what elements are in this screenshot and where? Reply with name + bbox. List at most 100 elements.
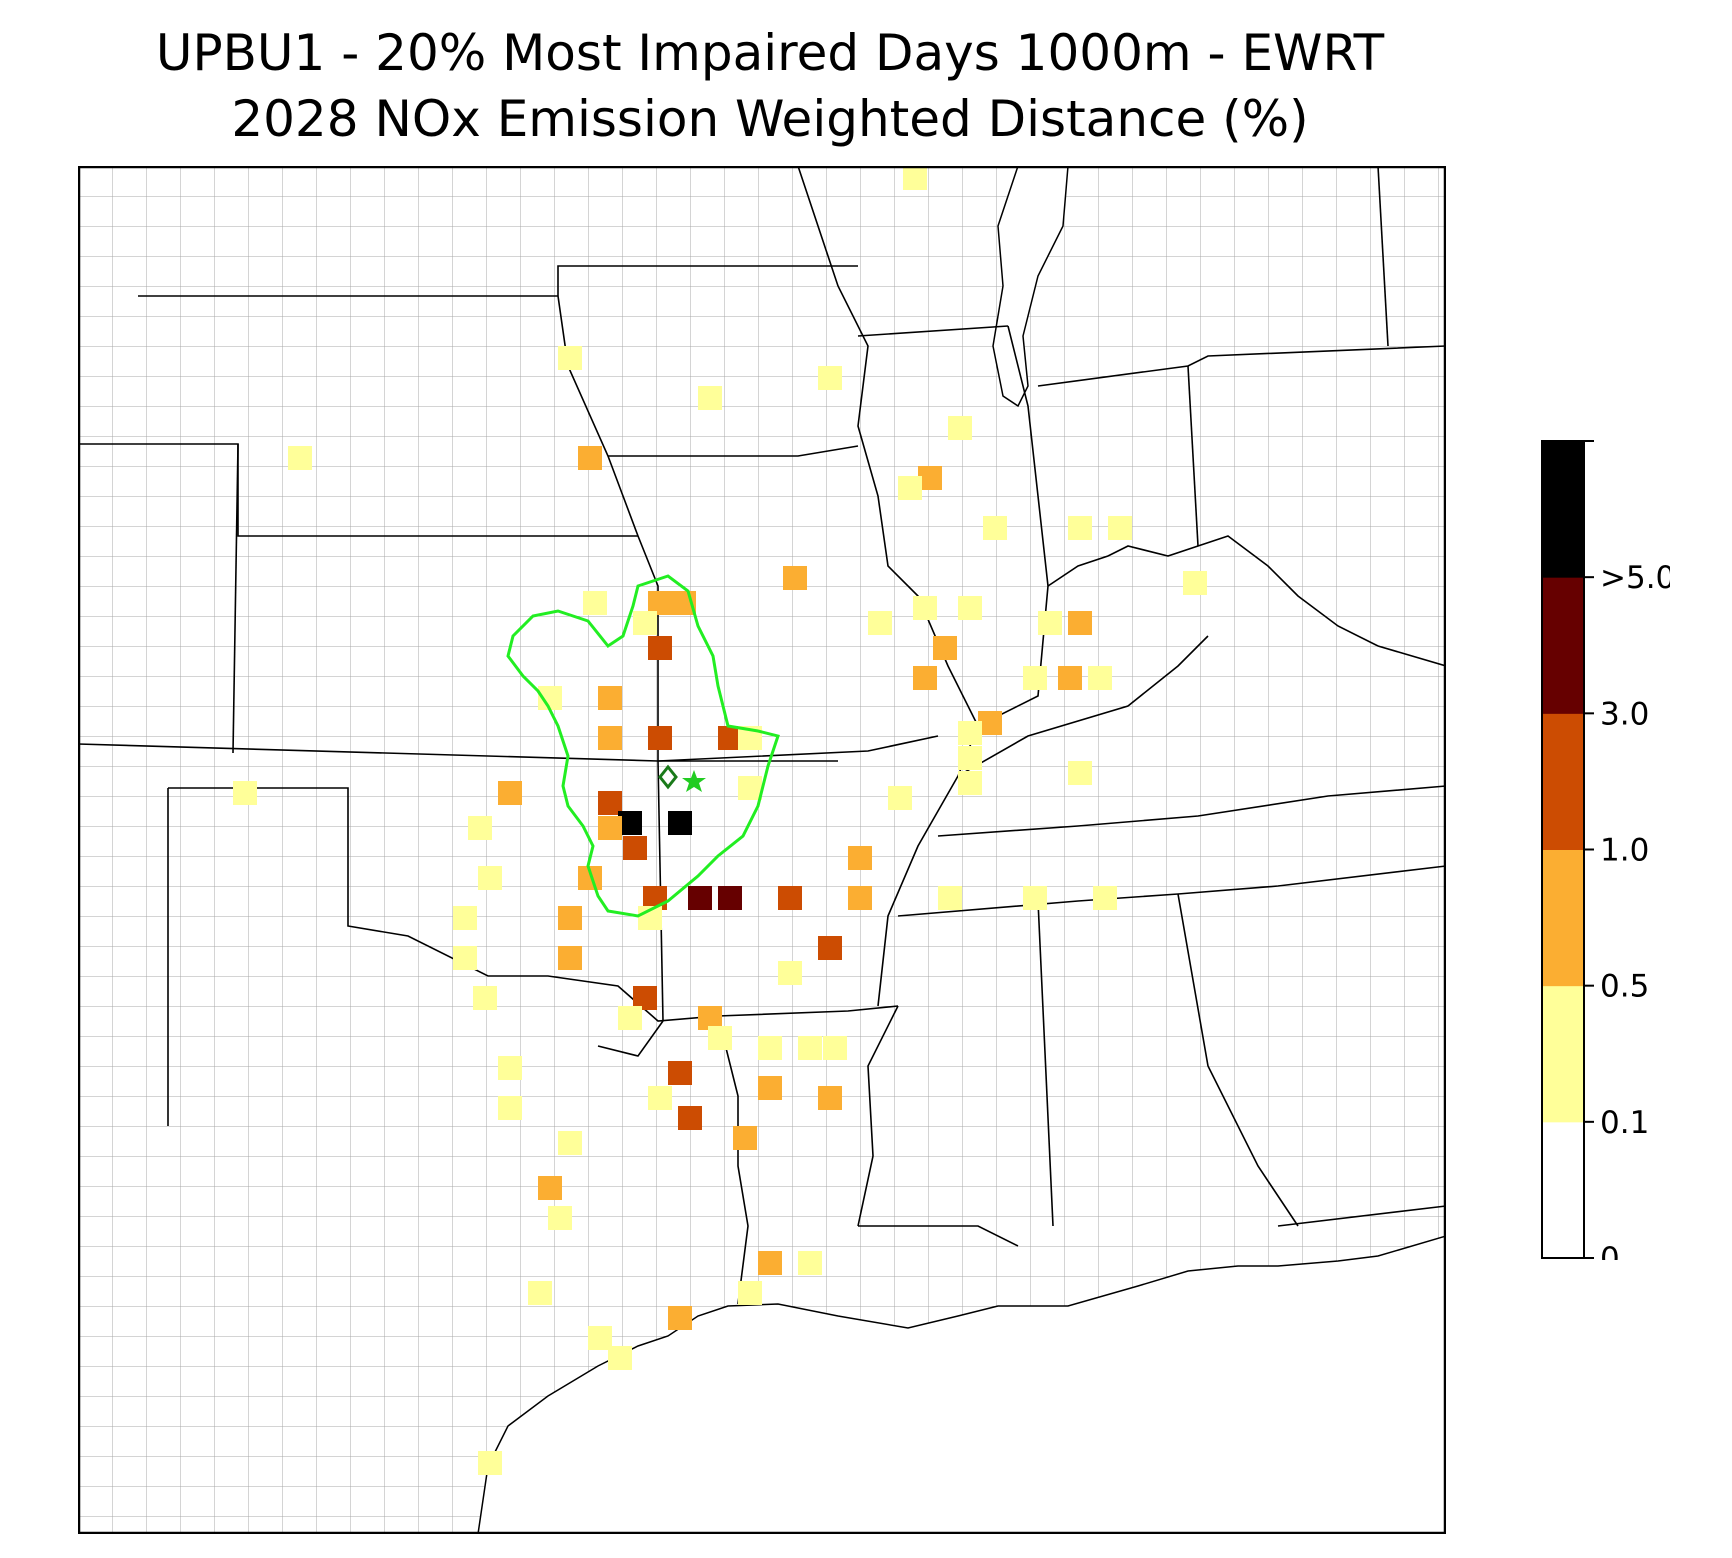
emission-cell xyxy=(778,886,802,910)
emission-cell xyxy=(733,1126,757,1150)
colorbar-tick-label: 0.1 xyxy=(1600,1105,1649,1141)
gulf-of-mexico xyxy=(477,1235,1446,1534)
colorbar-bin xyxy=(1542,985,1584,1123)
emission-cell xyxy=(758,1036,782,1060)
emission-cell xyxy=(1038,611,1062,635)
emission-cell xyxy=(958,771,982,795)
emission-cell xyxy=(903,166,927,190)
emission-cell xyxy=(1068,761,1092,785)
emission-cell xyxy=(758,1076,782,1100)
emission-cell xyxy=(478,866,502,890)
emission-cell xyxy=(1183,571,1207,595)
emission-cell xyxy=(888,786,912,810)
emission-cell xyxy=(558,346,582,370)
colorbar-bin xyxy=(1542,1121,1584,1259)
emission-cell xyxy=(798,1251,822,1275)
emission-cell xyxy=(233,781,257,805)
colorbar-ticks: 0 0.1 0.5 1.0 3.0 >5.0 xyxy=(1584,440,1675,1277)
emission-cell xyxy=(618,1006,642,1030)
emission-cell xyxy=(498,1056,522,1080)
map-title-line-1: UPBU1 - 20% Most Impaired Days 1000m - E… xyxy=(155,24,1385,82)
emission-cell xyxy=(498,1096,522,1120)
emission-cell xyxy=(738,776,762,800)
emission-cell xyxy=(718,886,742,910)
emission-cell xyxy=(1023,886,1047,910)
colorbar-bin xyxy=(1542,441,1584,578)
emission-cell xyxy=(668,1061,692,1085)
emission-cell xyxy=(913,666,937,690)
emission-cell xyxy=(898,476,922,500)
colorbar: 0 0.1 0.5 1.0 3.0 >5.0 xyxy=(1540,440,1675,1277)
emission-cell xyxy=(1068,611,1092,635)
emission-cell xyxy=(913,596,937,620)
emission-cell xyxy=(668,1306,692,1330)
emission-cell xyxy=(668,811,692,835)
map-title-line-2: 2028 NOx Emission Weighted Distance (%) xyxy=(231,90,1309,148)
emission-cell xyxy=(1108,516,1132,540)
colorbar-tick-label: 1.0 xyxy=(1600,833,1649,869)
emission-cell xyxy=(583,591,607,615)
emission-cell xyxy=(958,596,982,620)
lake-michigan xyxy=(992,166,1069,408)
emission-cell xyxy=(958,721,982,745)
emission-cells xyxy=(233,166,1207,1475)
emission-cell xyxy=(778,961,802,985)
emission-cell xyxy=(1088,666,1112,690)
emission-cell xyxy=(783,566,807,590)
emission-cell xyxy=(648,726,672,750)
emission-cell xyxy=(598,816,622,840)
emission-cell xyxy=(678,1106,702,1130)
emission-cell xyxy=(498,781,522,805)
emission-cell xyxy=(958,746,982,770)
emission-cell xyxy=(818,366,842,390)
colorbar-tick-label: 0 xyxy=(1600,1241,1620,1260)
colorbar-bin xyxy=(1542,849,1584,987)
map-frame xyxy=(78,166,1446,1534)
emission-cell xyxy=(708,1026,732,1050)
emission-cell xyxy=(468,816,492,840)
colorbar-tick-label: >5.0 xyxy=(1600,560,1670,596)
site-star-marker xyxy=(682,770,706,792)
emission-cell xyxy=(478,1451,502,1475)
emission-cell xyxy=(698,386,722,410)
emission-cell xyxy=(688,886,712,910)
emission-cell xyxy=(848,846,872,870)
emission-cell xyxy=(1058,666,1082,690)
emission-cell xyxy=(558,906,582,930)
emission-cell xyxy=(598,726,622,750)
emission-cell xyxy=(758,1251,782,1275)
emission-cell xyxy=(848,886,872,910)
emission-cell xyxy=(1068,516,1092,540)
emission-cell xyxy=(648,1086,672,1110)
emission-cell xyxy=(823,1036,847,1060)
emission-cell xyxy=(528,1281,552,1305)
emission-cell xyxy=(608,1346,632,1370)
emission-cell xyxy=(868,611,892,635)
colorbar-tick-label: 3.0 xyxy=(1600,696,1649,732)
emission-cell xyxy=(738,1281,762,1305)
emission-cell xyxy=(578,446,602,470)
emission-cell xyxy=(1023,666,1047,690)
emission-cell xyxy=(938,886,962,910)
emission-cell xyxy=(623,836,647,860)
emission-cell xyxy=(798,1036,822,1060)
emission-cell xyxy=(1093,886,1117,910)
emission-cell xyxy=(558,946,582,970)
emission-cell xyxy=(948,416,972,440)
colorbar-bin xyxy=(1542,713,1584,850)
emission-cell xyxy=(983,516,1007,540)
emission-cell xyxy=(548,1206,572,1230)
emission-cell xyxy=(933,636,957,660)
colorbar-tick-label: 0.5 xyxy=(1600,969,1649,1005)
area-of-influence-contour xyxy=(506,574,780,918)
site-diamond-marker xyxy=(658,764,678,790)
state-boundaries xyxy=(78,166,1446,1305)
emission-cell xyxy=(288,446,312,470)
colorbar-bins xyxy=(1542,441,1584,1259)
emission-cell xyxy=(818,1086,842,1110)
colorbar-bin xyxy=(1542,577,1584,714)
emission-cell xyxy=(453,906,477,930)
emission-cell xyxy=(598,686,622,710)
emission-cell xyxy=(473,986,497,1010)
emission-cell xyxy=(633,611,657,635)
